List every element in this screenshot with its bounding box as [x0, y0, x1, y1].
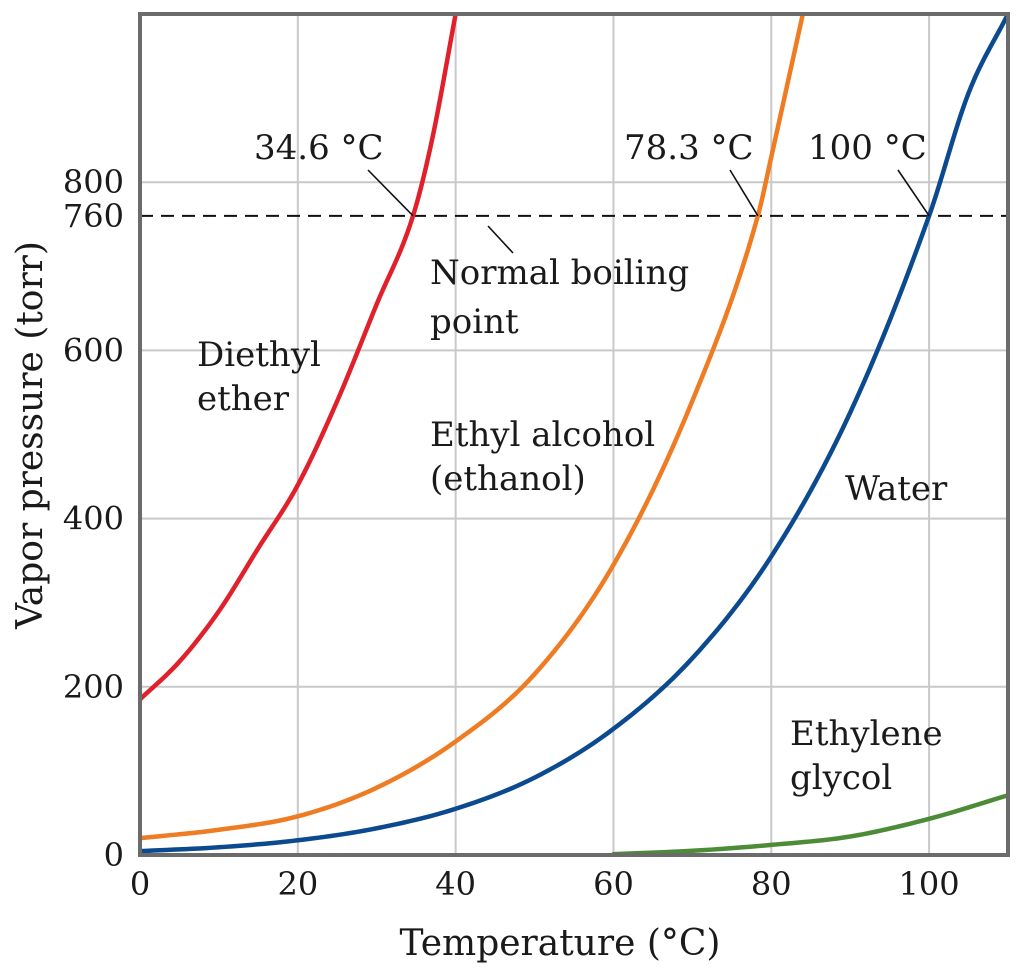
- x-tick-label: 60: [593, 865, 634, 903]
- ethanol-label: Ethyl alcohol (ethanol): [430, 415, 655, 499]
- ethylene-glycol-label: Ethylene glycol: [790, 714, 943, 798]
- x-tick-label: 0: [130, 865, 150, 903]
- y-tick-label: 200: [63, 668, 124, 706]
- water-label: Water: [845, 469, 948, 509]
- ethylene-glycol-line: [611, 793, 1008, 855]
- y-tick-label: 400: [63, 500, 124, 538]
- plot-area: [140, 14, 1008, 855]
- boiling-point-diethyl-ether-leader: [367, 169, 414, 217]
- ethanol-line: [140, 14, 806, 841]
- x-tick-label: 40: [435, 865, 476, 903]
- x-tick-label: 20: [277, 865, 318, 903]
- x-tick-label: 100: [899, 865, 960, 903]
- x-axis-title: Temperature (°C): [400, 923, 721, 964]
- diethyl-ether-label: Diethyl ether: [197, 335, 321, 419]
- boiling-point-ethanol-leader: [729, 169, 759, 217]
- plot-frame: [138, 12, 1010, 857]
- boiling-point-ethanol-label: 78.3 °C: [624, 128, 754, 168]
- y-tick-label: 760: [63, 197, 124, 235]
- normal-boiling-point-leader: [487, 225, 514, 254]
- x-tick-label: 80: [751, 865, 792, 903]
- boiling-point-diethyl-ether-label: 34.6 °C: [254, 128, 384, 168]
- y-tick-label: 800: [63, 163, 124, 201]
- y-axis-title: Vapor pressure (torr): [10, 241, 51, 630]
- y-tick-label: 0: [104, 836, 124, 874]
- y-tick-label: 600: [63, 331, 124, 369]
- boiling-point-water-label: 100 °C: [808, 128, 927, 168]
- boiling-point-water-leader: [897, 169, 930, 217]
- normal-boiling-point-label: Normal boiling point: [430, 253, 689, 342]
- diethyl-ether-line: [140, 14, 458, 702]
